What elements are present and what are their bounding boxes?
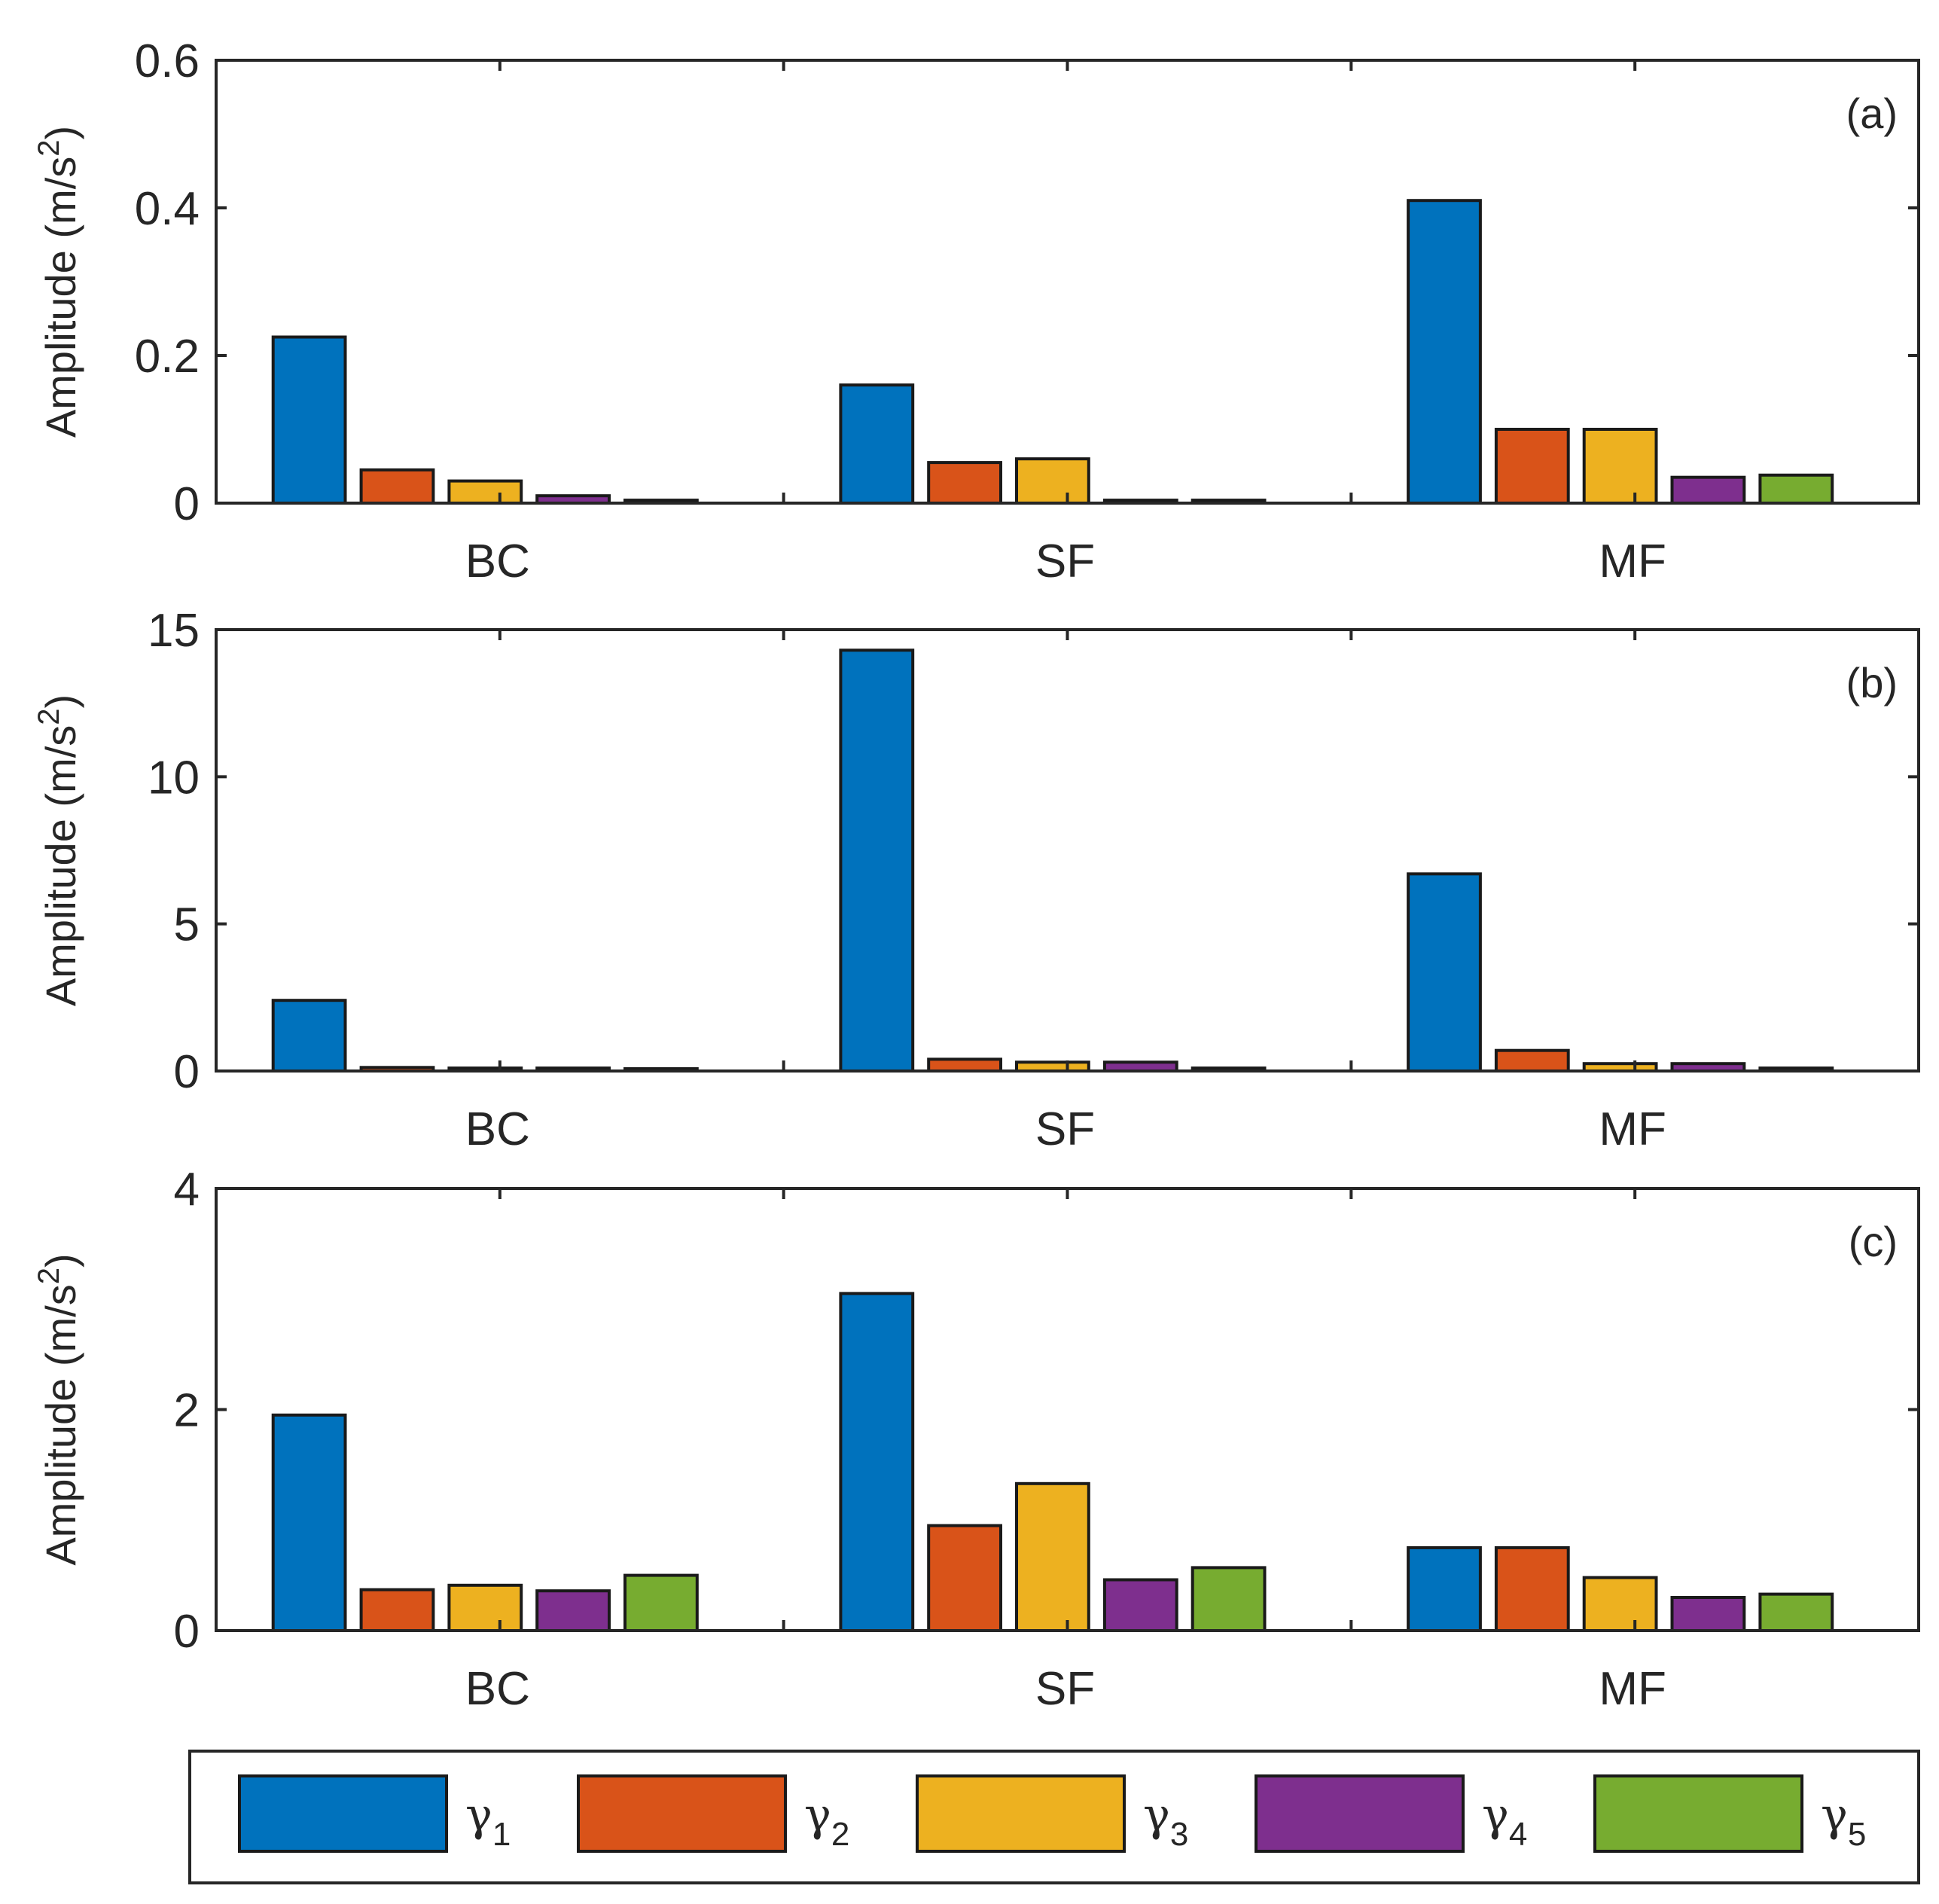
bar-mf-1 (1407, 199, 1482, 505)
legend-swatch-4 (1255, 1774, 1465, 1853)
legend-swatch-3 (916, 1774, 1126, 1853)
xtick-label-sf: SF (1035, 536, 1095, 587)
ylabel: Amplitude (m/s2) (32, 126, 84, 438)
bar-bc-2 (359, 1588, 435, 1632)
legend-swatch-5 (1593, 1774, 1803, 1853)
bar-sf-1 (839, 1292, 915, 1633)
bar-bc-5 (623, 1573, 699, 1633)
ylabel-sup: 2 (32, 708, 66, 725)
legend-label-2: γ2 (804, 1789, 849, 1853)
bar-mf-5 (1758, 473, 1834, 505)
ytick-label: 5 (174, 899, 200, 951)
ytick-label: 10 (148, 752, 200, 804)
ylabel-close: ) (37, 694, 84, 709)
bar-mf-2 (1494, 1545, 1570, 1632)
legend-swatch-1 (238, 1774, 448, 1853)
ylabel-sup: 2 (32, 139, 66, 156)
xtick-label-mf: MF (1599, 1663, 1666, 1715)
legend: γ1 γ2 γ3 γ4 γ5 (188, 1750, 1920, 1884)
panel-1: 0 5 10 15 BC SF MF (b) Amplitude (m/s2) (32, 605, 1920, 1155)
bar-sf-2 (927, 1057, 1002, 1073)
xtick-label-mf: MF (1599, 536, 1666, 587)
legend-subscript: 5 (1848, 1816, 1866, 1853)
bar-bc-2 (359, 468, 435, 505)
bar-sf-5 (1191, 1566, 1267, 1632)
axes-box (215, 59, 1920, 505)
bar-mf-2 (1494, 1048, 1570, 1073)
legend-symbol: γ (465, 1789, 492, 1841)
bar-sf-2 (927, 1524, 1002, 1632)
bar-sf-1 (839, 383, 915, 505)
bar-mf-2 (1494, 428, 1570, 505)
ytick-label: 4 (174, 1164, 200, 1216)
panel-0: 0 0.2 0.4 0.6 BC SF MF (a) Amplitude (m/s2) (32, 35, 1920, 587)
ytick-label: 2 (174, 1385, 200, 1437)
bar-bc-1 (271, 1413, 347, 1633)
ytick-label: 0.2 (135, 331, 200, 383)
bar-mf-1 (1407, 872, 1482, 1073)
legend-subscript: 1 (492, 1816, 511, 1853)
xtick-label-bc: BC (465, 536, 530, 587)
ylabel-text: Amplitude (m/s (37, 157, 84, 438)
legend-subscript: 2 (831, 1816, 849, 1853)
legend-symbol: γ (1821, 1789, 1848, 1841)
panels: 00.20.40.6BC SF MF(a)Amplitude (m/s2)05101… (32, 35, 1920, 1715)
panel-label: (a) (1846, 90, 1898, 137)
legend-symbol: γ (1482, 1789, 1509, 1841)
ylabel-text: Amplitude (m/s (37, 1284, 84, 1565)
xtick-label-mf: MF (1599, 1103, 1666, 1155)
bar-mf-4 (1670, 1596, 1746, 1632)
bar-bc-3 (447, 479, 523, 505)
bar-bc-1 (271, 335, 347, 505)
bar-bc-3 (447, 1583, 523, 1633)
bar-sf-1 (839, 648, 915, 1073)
xtick-label-sf: SF (1035, 1663, 1095, 1715)
bar-mf-1 (1407, 1545, 1482, 1632)
legend-symbol: γ (1143, 1789, 1170, 1841)
legend-label-5: γ5 (1821, 1789, 1866, 1853)
bar-sf-4 (1102, 1578, 1178, 1632)
legend-subscript: 3 (1170, 1816, 1188, 1853)
ylabel: Amplitude (m/s2) (32, 1253, 84, 1565)
legend-label-1: γ1 (465, 1789, 511, 1853)
bar-mf-3 (1582, 428, 1658, 505)
bar-sf-2 (927, 461, 1002, 505)
ytick-label: 0 (174, 1606, 200, 1658)
ytick-label: 0.4 (135, 183, 200, 235)
panel-label: (c) (1849, 1218, 1898, 1265)
ytick-label: 0 (174, 478, 200, 530)
bar-mf-3 (1582, 1576, 1658, 1633)
ylabel: Amplitude (m/s2) (32, 694, 84, 1006)
ylabel-text: Amplitude (m/s (37, 725, 84, 1006)
panel-label: (b) (1846, 659, 1898, 706)
legend-swatch-2 (577, 1774, 787, 1853)
xtick-label-bc: BC (465, 1663, 530, 1715)
ylabel-close: ) (37, 126, 84, 140)
ylabel-sup: 2 (32, 1268, 66, 1284)
legend-subscript: 4 (1509, 1816, 1527, 1853)
xtick-label-bc: BC (465, 1103, 530, 1155)
axes-box (215, 628, 1920, 1073)
ytick-label: 0.6 (135, 35, 200, 87)
ytick-label: 15 (148, 605, 200, 657)
ytick-label: 0 (174, 1046, 200, 1098)
legend-symbol: γ (804, 1789, 831, 1841)
xtick-label-sf: SF (1035, 1103, 1095, 1155)
ylabel-close: ) (37, 1253, 84, 1268)
bar-mf-5 (1758, 1592, 1834, 1633)
bar-sf-3 (1015, 1481, 1090, 1633)
legend-label-3: γ3 (1143, 1789, 1188, 1853)
bar-sf-3 (1015, 457, 1090, 505)
legend-label-4: γ4 (1482, 1789, 1527, 1853)
bar-mf-4 (1670, 475, 1746, 505)
bar-bc-1 (271, 999, 347, 1073)
bar-bc-4 (535, 1589, 611, 1632)
